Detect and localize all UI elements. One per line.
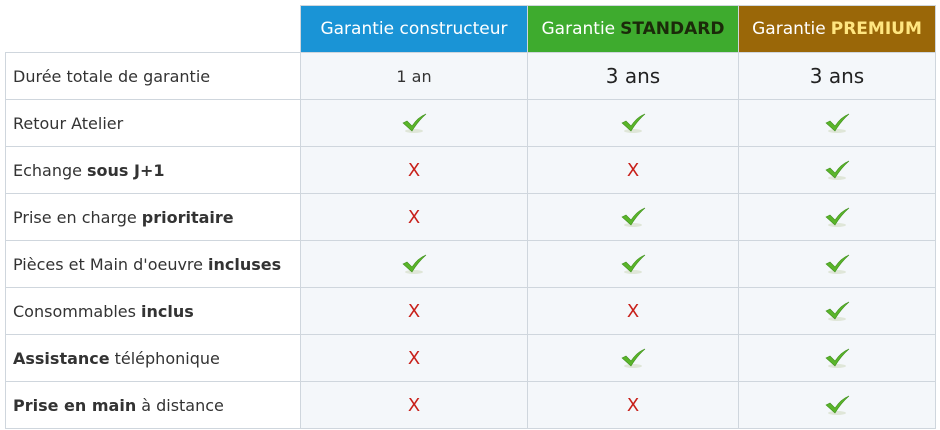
text-segment: Consommables (13, 301, 136, 321)
value-cell (527, 240, 739, 288)
value-cell (738, 381, 936, 429)
check-icon (825, 301, 850, 321)
check-icon (825, 113, 850, 133)
check-icon (825, 395, 850, 415)
check-icon (621, 348, 646, 368)
value-cell: X (300, 146, 528, 194)
text-segment: Garantie (752, 19, 826, 39)
column-header: Garantie PREMIUM (738, 5, 936, 53)
text-segment: PREMIUM (830, 19, 922, 39)
text-segment: Garantie constructeur (320, 19, 508, 39)
row-label: Prise en charge prioritaire (5, 193, 301, 241)
row-label: Pièces et Main d'oeuvre incluses (5, 240, 301, 288)
text-segment: Durée totale de garantie (13, 66, 211, 86)
comparison-table: Garantie constructeur Garantie STANDARD Gar… (5, 5, 936, 429)
value-cell: X (300, 381, 528, 429)
check-icon (825, 160, 850, 180)
value-cell: X (300, 193, 528, 241)
header-row: Garantie constructeur Garantie STANDARD Gar… (5, 5, 936, 53)
table-row: Echange sous J+1 X X (5, 146, 936, 194)
text-segment: à distance (141, 395, 224, 415)
row-label: Assistance téléphonique (5, 334, 301, 382)
text-segment: téléphonique (114, 348, 220, 368)
value-cell: X (527, 381, 739, 429)
row-label: Consommables inclus (5, 287, 301, 335)
value-cell: X (527, 287, 739, 335)
value-cell: X (527, 146, 739, 194)
text-segment: Pièces et Main d'oeuvre (13, 254, 203, 274)
text-segment: Retour Atelier (13, 113, 124, 133)
check-icon (621, 254, 646, 274)
value-cell (527, 99, 739, 147)
column-header: Garantie STANDARD (527, 5, 739, 53)
value-cell (300, 240, 528, 288)
text-segment: Echange (13, 160, 82, 180)
text-segment: Garantie (541, 19, 616, 39)
value-cell (738, 334, 936, 382)
check-icon (825, 254, 850, 274)
value-cell (527, 193, 739, 241)
table-row: Prise en main à distance X X (5, 381, 936, 429)
row-label: Retour Atelier (5, 99, 301, 147)
check-icon (402, 254, 427, 274)
text-segment: incluses (208, 254, 282, 274)
table-row: Pièces et Main d'oeuvre incluses (5, 240, 936, 288)
table-row: Consommables inclus X X (5, 287, 936, 335)
text-segment: Prise en charge (13, 207, 137, 227)
value-cell: 3 ans (738, 52, 936, 100)
table-row: Assistance téléphonique X (5, 334, 936, 382)
text-segment: inclus (140, 301, 194, 321)
check-icon (402, 113, 427, 133)
value-cell: X (300, 334, 528, 382)
table-row: Durée totale de garantie 1 an 3 ans 3 ans (5, 52, 936, 100)
value-cell (738, 193, 936, 241)
text-segment: STANDARD (620, 19, 725, 39)
value-cell (738, 99, 936, 147)
value-cell: 3 ans (527, 52, 739, 100)
text-segment: Prise en main (13, 395, 137, 415)
check-icon (825, 348, 850, 368)
value-cell (738, 287, 936, 335)
check-icon (621, 207, 646, 227)
check-icon (621, 113, 646, 133)
text-segment: sous J+1 (87, 160, 165, 180)
value-cell (300, 99, 528, 147)
row-label: Echange sous J+1 (5, 146, 301, 194)
table-row: Retour Atelier (5, 99, 936, 147)
text-segment: Assistance (13, 348, 110, 368)
value-cell: 1 an (300, 52, 528, 100)
check-icon (825, 207, 850, 227)
value-cell (738, 240, 936, 288)
value-cell (738, 146, 936, 194)
value-cell: X (300, 287, 528, 335)
row-label: Prise en main à distance (5, 381, 301, 429)
row-label: Durée totale de garantie (5, 52, 301, 100)
table-row: Prise en charge prioritaire X (5, 193, 936, 241)
table-body: Durée totale de garantie 1 an 3 ans 3 ans Re… (5, 52, 936, 429)
blank-cell (5, 5, 301, 53)
text-segment: prioritaire (141, 207, 234, 227)
column-header: Garantie constructeur (300, 5, 528, 53)
value-cell (527, 334, 739, 382)
